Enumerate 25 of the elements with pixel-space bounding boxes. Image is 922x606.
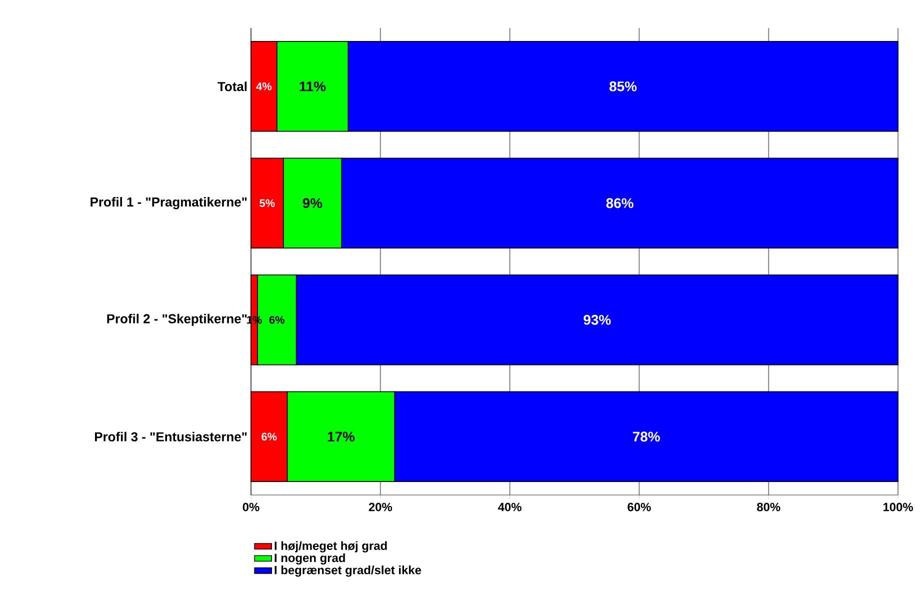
data-label: 6% [262, 432, 277, 441]
y-tick-label: Total [218, 82, 247, 92]
data-label: 9% [302, 198, 322, 208]
data-label: 5% [260, 199, 275, 207]
data-label: 1% [247, 316, 262, 324]
y-tick-label: Profil 2 - "Skeptikerne" [107, 314, 247, 326]
y-tick-label: Profil 1 - "Pragmatikerne" [90, 197, 247, 210]
data-label: 86% [606, 198, 634, 208]
x-tick-label: 20% [368, 502, 392, 512]
data-label: 17% [328, 432, 355, 442]
data-label: 85% [610, 81, 637, 92]
legend-label: I nogen grad [274, 553, 345, 565]
legend-label: I høj/meget høj grad [274, 541, 387, 552]
y-tick-label: Profil 3 - "Entusiasterne" [94, 432, 247, 442]
data-label: 93% [584, 314, 611, 325]
legend-label: I begrænset grad/slet ikke [274, 566, 422, 577]
data-label: 78% [632, 432, 660, 442]
x-tick-label: 0% [242, 502, 260, 512]
x-tick-label: 40% [498, 502, 522, 512]
x-tick-label: 80% [757, 502, 780, 512]
x-tick-label: 60% [628, 502, 651, 512]
x-tick-label: 100% [883, 502, 913, 512]
data-label: 11% [300, 81, 326, 92]
data-label: 6% [269, 316, 285, 324]
data-label: 4% [256, 82, 272, 90]
